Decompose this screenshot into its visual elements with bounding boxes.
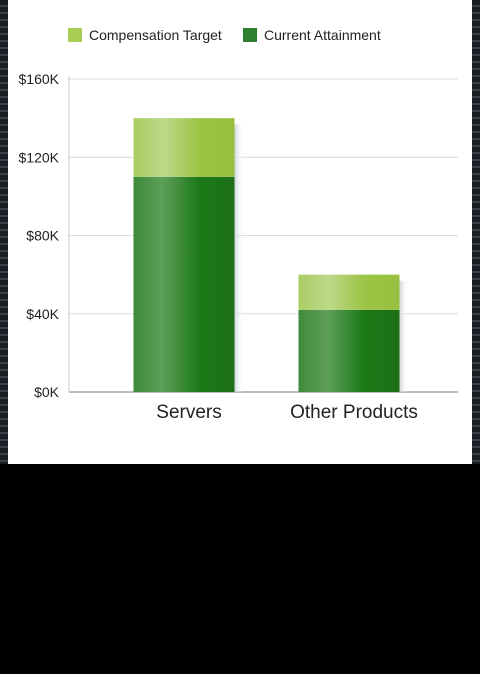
- y-tick-label-3: $120K: [19, 149, 60, 165]
- y-tick-label-0: $0K: [34, 384, 60, 400]
- empty-bottom-area: [0, 464, 480, 674]
- bar-shadow-1: [399, 280, 409, 392]
- right-screen-edge: [472, 0, 480, 464]
- y-tick-label-4: $160K: [19, 71, 60, 87]
- x-category-label-1: Other Products: [290, 402, 418, 423]
- legend-label-1: Current Attainment: [264, 27, 381, 43]
- bar-1-series-0: [298, 309, 400, 392]
- attainment-chart: Compensation Target Current Attainment $0…: [19, 27, 458, 423]
- y-tick-label-2: $80K: [26, 228, 59, 244]
- bar-0-series-0: [133, 176, 235, 392]
- bar-1-series-1: [298, 274, 400, 310]
- chart-panel: Compensation Target Current Attainment $0…: [8, 0, 472, 464]
- left-screen-edge: [0, 0, 8, 464]
- bar-shadow-0: [234, 124, 244, 392]
- legend-swatch-0: [68, 28, 82, 42]
- legend-swatch-1: [243, 28, 257, 42]
- x-category-label-0: Servers: [156, 402, 221, 423]
- y-tick-label-1: $40K: [26, 306, 59, 322]
- legend-label-0: Compensation Target: [89, 27, 222, 43]
- bar-0-series-1: [133, 118, 235, 177]
